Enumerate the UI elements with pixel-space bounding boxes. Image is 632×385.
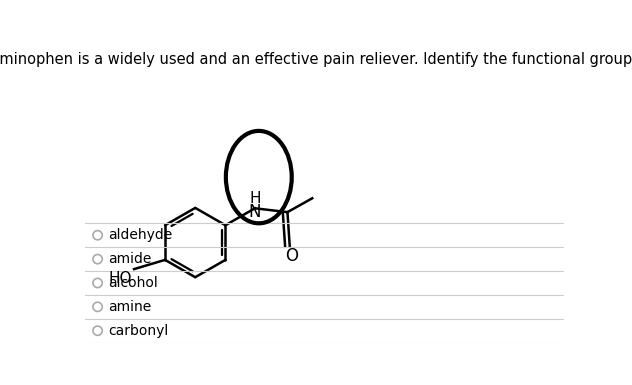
Text: HO: HO (109, 271, 133, 286)
Text: N: N (248, 203, 261, 221)
Text: O: O (285, 247, 298, 265)
Text: alcohol: alcohol (109, 276, 158, 290)
Text: amine: amine (109, 300, 152, 314)
Text: Acetominophen is a widely used and an effective pain reliever. Identify the func: Acetominophen is a widely used and an ef… (0, 52, 632, 67)
Text: carbonyl: carbonyl (109, 324, 169, 338)
Text: amide: amide (109, 252, 152, 266)
Text: aldehyde: aldehyde (109, 228, 173, 242)
Text: H: H (249, 191, 260, 206)
